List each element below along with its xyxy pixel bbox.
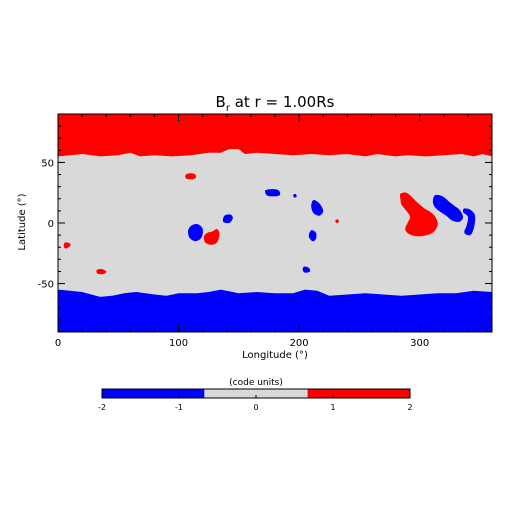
chart-title-subscript: r (226, 103, 231, 114)
negative-flux-patch (188, 223, 203, 242)
positive-flux-patch (203, 229, 220, 245)
x-axis-label: Longitude (°) (242, 350, 308, 361)
negative-flux-patch (222, 214, 233, 224)
positive-flux-patch (335, 219, 339, 224)
negative-flux-patch (311, 199, 324, 216)
colorbar-positive-segment (307, 389, 410, 398)
y-axis-label: Latitude (°) (17, 193, 28, 250)
negative-flux-patch (293, 193, 297, 198)
colorbar-tick-label: 0 (253, 403, 258, 412)
positive-flux-patch (63, 242, 71, 249)
negative-flux-patch (432, 194, 464, 223)
colorbar-tick-label: 1 (330, 403, 335, 412)
x-tick-label: 100 (169, 338, 188, 349)
chart-title-rest: at r = 1.00Rs (230, 93, 335, 111)
colorbar-neutral-segment (204, 389, 308, 398)
negative-flux-patch (264, 189, 281, 197)
chart-title-main: B (216, 93, 226, 111)
positive-flux-patch (96, 268, 107, 275)
y-tick-label: -50 (38, 280, 54, 291)
positive-flux-patch (185, 173, 196, 180)
axes-layer: 0 100 200 300 -50 0 50 (38, 113, 493, 349)
colorbar-label: (code units) (229, 378, 283, 388)
north-polar-positive-region (58, 114, 492, 157)
colorbar-tick-label: -1 (175, 403, 183, 412)
colorbar: -2 -1 0 1 2 (98, 388, 413, 412)
colorbar-negative-segment (102, 389, 205, 398)
y-tick-label: 0 (48, 219, 54, 230)
colorbar-tick-label: 2 (407, 403, 412, 412)
map-layer (58, 114, 492, 332)
x-tick-label: 300 (410, 338, 429, 349)
positive-flux-patch (399, 192, 438, 237)
x-tick-label: 200 (290, 338, 309, 349)
negative-flux-patch (308, 230, 317, 242)
colorbar-tick-label: -2 (98, 403, 106, 412)
x-tick-label: 0 (55, 338, 61, 349)
negative-flux-patch (302, 266, 311, 273)
y-tick-label: 50 (41, 158, 54, 169)
negative-flux-patch (462, 208, 476, 236)
south-polar-negative-region (58, 289, 492, 332)
chart-title: Br at r = 1.00Rs (216, 93, 335, 114)
